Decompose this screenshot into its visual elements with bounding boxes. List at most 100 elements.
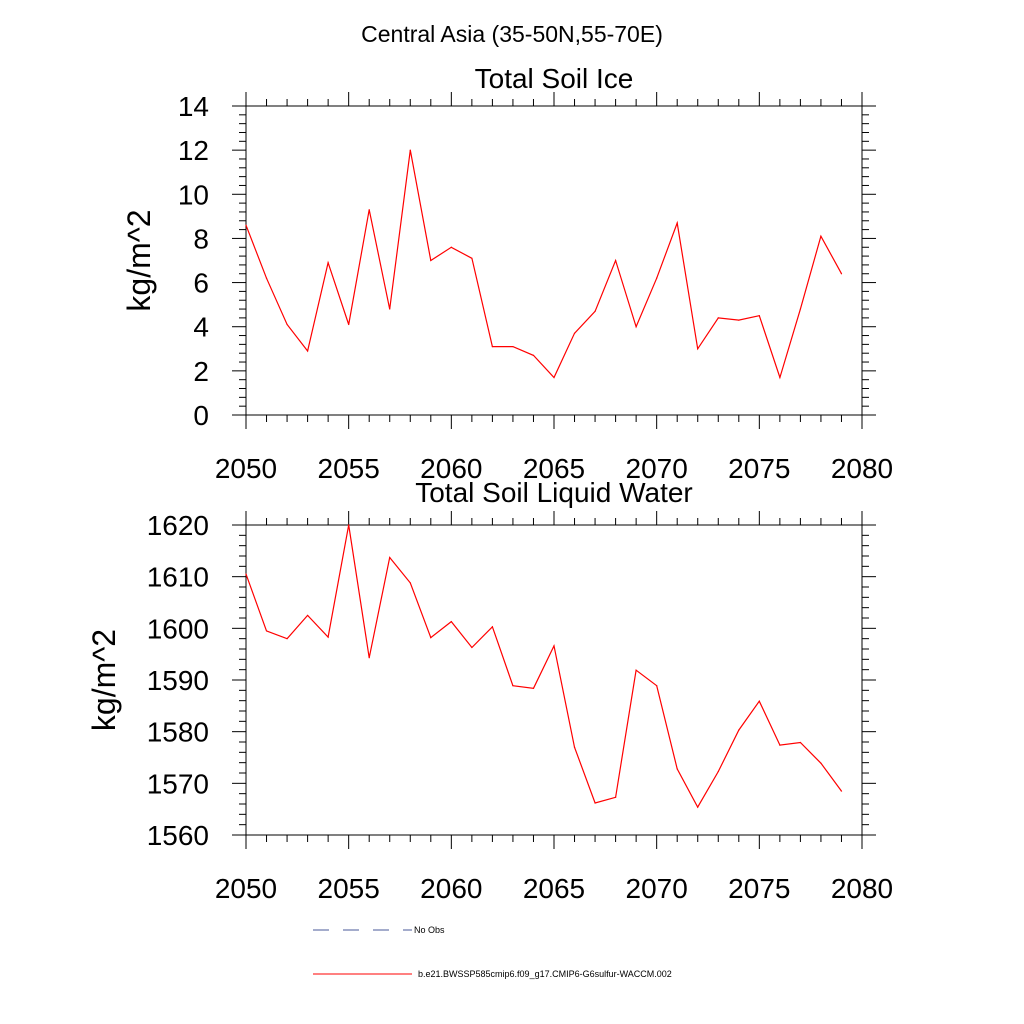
data-point xyxy=(471,646,473,649)
data-point xyxy=(532,687,535,689)
plot-frame xyxy=(245,524,863,836)
x-tick-label: 2065 xyxy=(523,453,585,484)
data-point xyxy=(265,630,268,632)
x-tick-label: 2075 xyxy=(728,873,790,904)
data-point xyxy=(512,345,514,348)
data-point xyxy=(635,326,637,328)
data-point xyxy=(450,246,452,248)
y-tick-label: 1610 xyxy=(147,562,209,593)
data-point xyxy=(573,746,576,748)
data-point xyxy=(594,310,596,312)
series-line xyxy=(245,524,842,809)
y-tick-label: 4 xyxy=(193,312,209,343)
x-tick-label: 2060 xyxy=(420,873,482,904)
data-point xyxy=(368,209,370,211)
data-point xyxy=(348,323,350,326)
data-point xyxy=(779,744,781,746)
y-tick-label: 14 xyxy=(178,91,209,122)
y-tick-label: 1590 xyxy=(147,665,209,696)
data-point xyxy=(615,259,617,262)
data-point xyxy=(656,685,658,687)
x-tick-label: 2070 xyxy=(626,873,688,904)
x-tick-label: 2070 xyxy=(626,453,688,484)
data-point xyxy=(450,621,452,623)
data-point xyxy=(676,222,678,224)
data-point xyxy=(368,657,370,659)
data-point xyxy=(245,224,247,226)
data-point xyxy=(758,315,760,317)
data-point xyxy=(389,556,391,559)
data-point xyxy=(799,308,802,310)
data-point xyxy=(573,332,576,334)
data-point xyxy=(491,626,493,628)
data-point xyxy=(758,700,760,702)
y-tick-label: 1560 xyxy=(147,820,209,851)
data-point xyxy=(491,345,493,348)
data-point xyxy=(594,802,596,804)
x-tick-label: 2080 xyxy=(831,873,893,904)
data-point xyxy=(553,376,555,379)
data-point xyxy=(430,637,432,639)
main-title: Central Asia (35-50N,55-70E) xyxy=(361,21,663,47)
x-tick-label: 2065 xyxy=(523,873,585,904)
data-point xyxy=(717,317,719,319)
data-point xyxy=(676,768,678,770)
data-point xyxy=(471,257,473,259)
x-tick-label: 2055 xyxy=(318,453,380,484)
y-tick-label: 10 xyxy=(178,179,209,210)
data-point xyxy=(409,582,411,584)
data-point xyxy=(697,806,699,808)
chart-title: Total Soil Ice xyxy=(475,63,634,94)
y-tick-label: 0 xyxy=(193,400,209,431)
data-point xyxy=(327,636,329,638)
data-point xyxy=(615,796,617,798)
y-axis-label: kg/m^2 xyxy=(121,209,157,311)
data-point xyxy=(799,741,802,744)
legend: No Obs b.e21.BWSSP585cmip6.f09_g17.CMIP6… xyxy=(313,925,672,979)
y-tick-label: 1620 xyxy=(147,510,209,541)
data-point xyxy=(389,308,391,310)
y-tick-label: 2 xyxy=(193,356,209,387)
plot-frame xyxy=(245,105,863,416)
panel-total-soil-ice: Total Soil Ice kg/m^2 0 2 4 6 8 10 12 14 2050 2055 2… xyxy=(121,63,893,484)
y-tick-label: 12 xyxy=(178,135,209,166)
y-tick-label: 8 xyxy=(193,223,209,254)
data-point xyxy=(265,277,268,279)
x-tick-label: 2060 xyxy=(420,453,482,484)
data-point xyxy=(348,524,350,526)
data-point xyxy=(635,669,637,671)
legend-label-model-run: b.e21.BWSSP585cmip6.f09_g17.CMIP6-G6sulf… xyxy=(418,969,672,979)
data-point xyxy=(656,277,658,279)
legend-label-no-obs: No Obs xyxy=(414,925,445,935)
data-point xyxy=(738,319,740,321)
data-point xyxy=(286,323,288,326)
y-tick-label: 1600 xyxy=(147,613,209,644)
series-line xyxy=(245,149,843,380)
data-point xyxy=(779,376,781,379)
chart-title: Total Soil Liquid Water xyxy=(415,477,693,508)
y-axis-label: kg/m^2 xyxy=(86,629,122,731)
data-point xyxy=(512,685,514,687)
data-point xyxy=(738,729,740,731)
data-point xyxy=(532,354,535,357)
data-point xyxy=(840,273,843,275)
data-point xyxy=(307,350,309,352)
data-point xyxy=(245,573,247,575)
data-point xyxy=(307,614,309,617)
data-point xyxy=(717,770,719,773)
data-point xyxy=(430,259,432,262)
y-tick-label: 1580 xyxy=(147,717,209,748)
data-point xyxy=(286,638,288,640)
y-tick-label: 6 xyxy=(193,268,209,299)
data-point xyxy=(840,790,843,792)
data-point xyxy=(409,149,411,151)
x-tick-label: 2055 xyxy=(318,873,380,904)
data-point xyxy=(553,645,555,647)
data-point xyxy=(327,262,329,264)
x-tick-label: 2050 xyxy=(215,453,277,484)
panel-total-soil-liquid-water: Total Soil Liquid Water kg/m^2 1560 1570 158… xyxy=(86,477,893,904)
x-tick-label: 2050 xyxy=(215,873,277,904)
data-point xyxy=(820,762,822,764)
y-tick-label: 1570 xyxy=(147,768,209,799)
